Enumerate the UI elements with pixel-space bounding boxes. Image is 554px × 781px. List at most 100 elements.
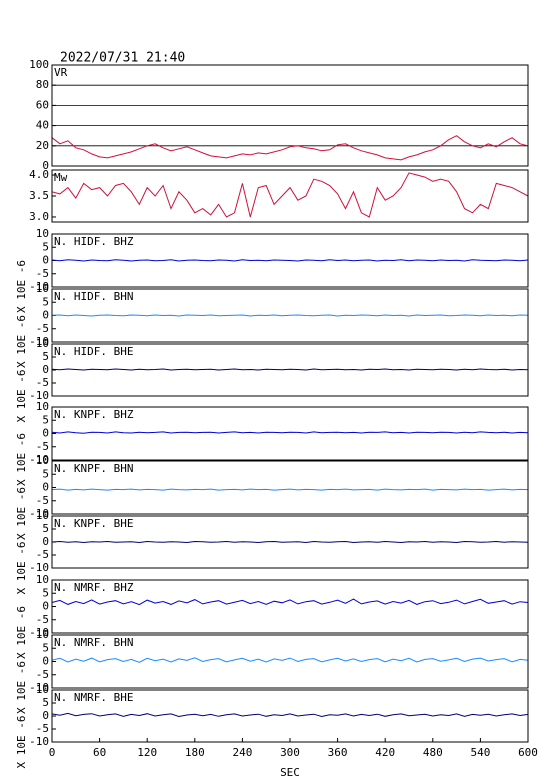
y-tick-label: -5 — [36, 494, 49, 507]
y-tick-label: -5 — [36, 376, 49, 389]
panel-label: N. HIDF. BHE — [54, 345, 133, 358]
y-tick-label: 0 — [42, 535, 49, 548]
y-tick-label: -5 — [36, 668, 49, 681]
y-tick-label: 0 — [42, 363, 49, 376]
y-tick-label: 0 — [42, 655, 49, 668]
y-tick-label: 0 — [42, 309, 49, 322]
y-tick-label: 5 — [42, 586, 49, 599]
y-tick-label: 100 — [29, 58, 49, 71]
x-tick-label: 420 — [375, 746, 395, 759]
panel-frame — [51, 460, 529, 515]
y-tick-label: -10 — [29, 681, 49, 694]
panel-frame — [51, 515, 529, 569]
y-axis-label: X 10E -6 — [15, 716, 28, 769]
y-tick-label: 0 — [42, 427, 49, 440]
y-tick-label: -5 — [36, 722, 49, 735]
panel-label: N. NMRF. BHE — [54, 691, 133, 704]
y-tick-label: 5 — [42, 522, 49, 535]
x-axis-label: SEC — [280, 766, 300, 779]
panel-label: Mw — [54, 171, 68, 184]
x-tick-label: 0 — [49, 746, 56, 759]
y-tick-label: 20 — [36, 139, 49, 152]
panel-label: N. HIDF. BHN — [54, 290, 133, 303]
y-tick-label: -10 — [29, 735, 49, 748]
panel-frame — [51, 233, 529, 288]
x-tick-label: 540 — [470, 746, 490, 759]
x-tick-label: 600 — [518, 746, 538, 759]
y-tick-label: 10 — [36, 573, 49, 586]
y-tick-label: -10 — [29, 453, 49, 466]
panel-frame — [51, 579, 529, 634]
y-axis-label: X 10E -6 — [15, 315, 28, 368]
y-tick-label: 60 — [36, 98, 49, 111]
panel-label: N. KNPF. BHE — [54, 517, 133, 530]
panel-frame — [51, 343, 529, 397]
panel-frame — [51, 288, 529, 343]
y-tick-label: 5 — [42, 641, 49, 654]
panel-label: N. HIDF. BHZ — [54, 235, 134, 248]
y-tick-label: 5 — [42, 413, 49, 426]
y-tick-label: 40 — [36, 119, 49, 132]
y-tick-label: 10 — [36, 337, 49, 350]
y-tick-label: 5 — [42, 696, 49, 709]
trace — [51, 712, 529, 718]
y-axis-label: X 10E -6 — [15, 433, 28, 486]
panel-label: N. NMRF. BHN — [54, 636, 133, 649]
x-tick-label: 360 — [328, 746, 348, 759]
x-tick-label: 240 — [232, 746, 252, 759]
y-axis-label: X 10E -6 — [15, 606, 28, 659]
y-tick-label: -5 — [36, 613, 49, 626]
trace — [51, 314, 529, 317]
y-tick-label: 10 — [36, 509, 49, 522]
y-tick-label: -10 — [29, 280, 49, 293]
trace — [51, 657, 529, 663]
y-tick-label: 0 — [42, 600, 49, 613]
y-tick-label: -10 — [29, 335, 49, 348]
y-tick-label: -5 — [36, 440, 49, 453]
trace — [51, 540, 529, 544]
panel-frame — [51, 634, 529, 689]
y-axis-label: X 10E -6 — [15, 542, 28, 595]
y-tick-label: 0 — [42, 254, 49, 267]
y-tick-label: 10 — [36, 628, 49, 641]
y-tick-label: 3.0 — [29, 210, 49, 223]
y-tick-label: 5 — [42, 467, 49, 480]
y-tick-label: 10 — [36, 227, 49, 240]
y-axis-label: X 10E -6 — [15, 487, 28, 540]
y-tick-label: -5 — [36, 322, 49, 335]
y-tick-label: -5 — [36, 267, 49, 280]
panel-label: N. KNPF. BHZ — [54, 408, 134, 421]
y-tick-label: 4.0 — [29, 168, 49, 181]
y-tick-label: 10 — [36, 683, 49, 696]
y-tick-label: 0 — [42, 481, 49, 494]
y-axis-label: X 10E -6 — [15, 260, 28, 313]
trace — [51, 259, 529, 262]
y-tick-label: 5 — [42, 295, 49, 308]
panel-label: N. KNPF. BHN — [54, 462, 133, 475]
x-tick-label: 180 — [185, 746, 205, 759]
trace — [51, 598, 529, 606]
y-tick-label: 10 — [36, 282, 49, 295]
y-axis-label: X 10E -6 — [15, 661, 28, 714]
y-tick-label: 10 — [36, 454, 49, 467]
x-tick-label: 480 — [423, 746, 443, 759]
y-axis-label: X 10E -6 — [15, 370, 28, 423]
trace — [51, 488, 529, 491]
panel-frame — [51, 169, 529, 223]
panel-label: N. NMRF. BHZ — [54, 581, 134, 594]
y-tick-label: -10 — [29, 507, 49, 520]
panel-frame — [51, 64, 529, 167]
trace — [51, 431, 529, 434]
x-tick-label: 60 — [93, 746, 106, 759]
y-tick-label: -10 — [29, 561, 49, 574]
trace — [51, 368, 529, 371]
y-tick-label: -5 — [36, 548, 49, 561]
y-tick-label: 3.5 — [29, 189, 49, 202]
x-tick-label: 300 — [280, 746, 300, 759]
y-tick-label: 80 — [36, 78, 49, 91]
panel-label: VR — [54, 66, 68, 79]
y-tick-label: 0 — [42, 709, 49, 722]
trace — [51, 172, 529, 218]
trace — [51, 135, 529, 161]
